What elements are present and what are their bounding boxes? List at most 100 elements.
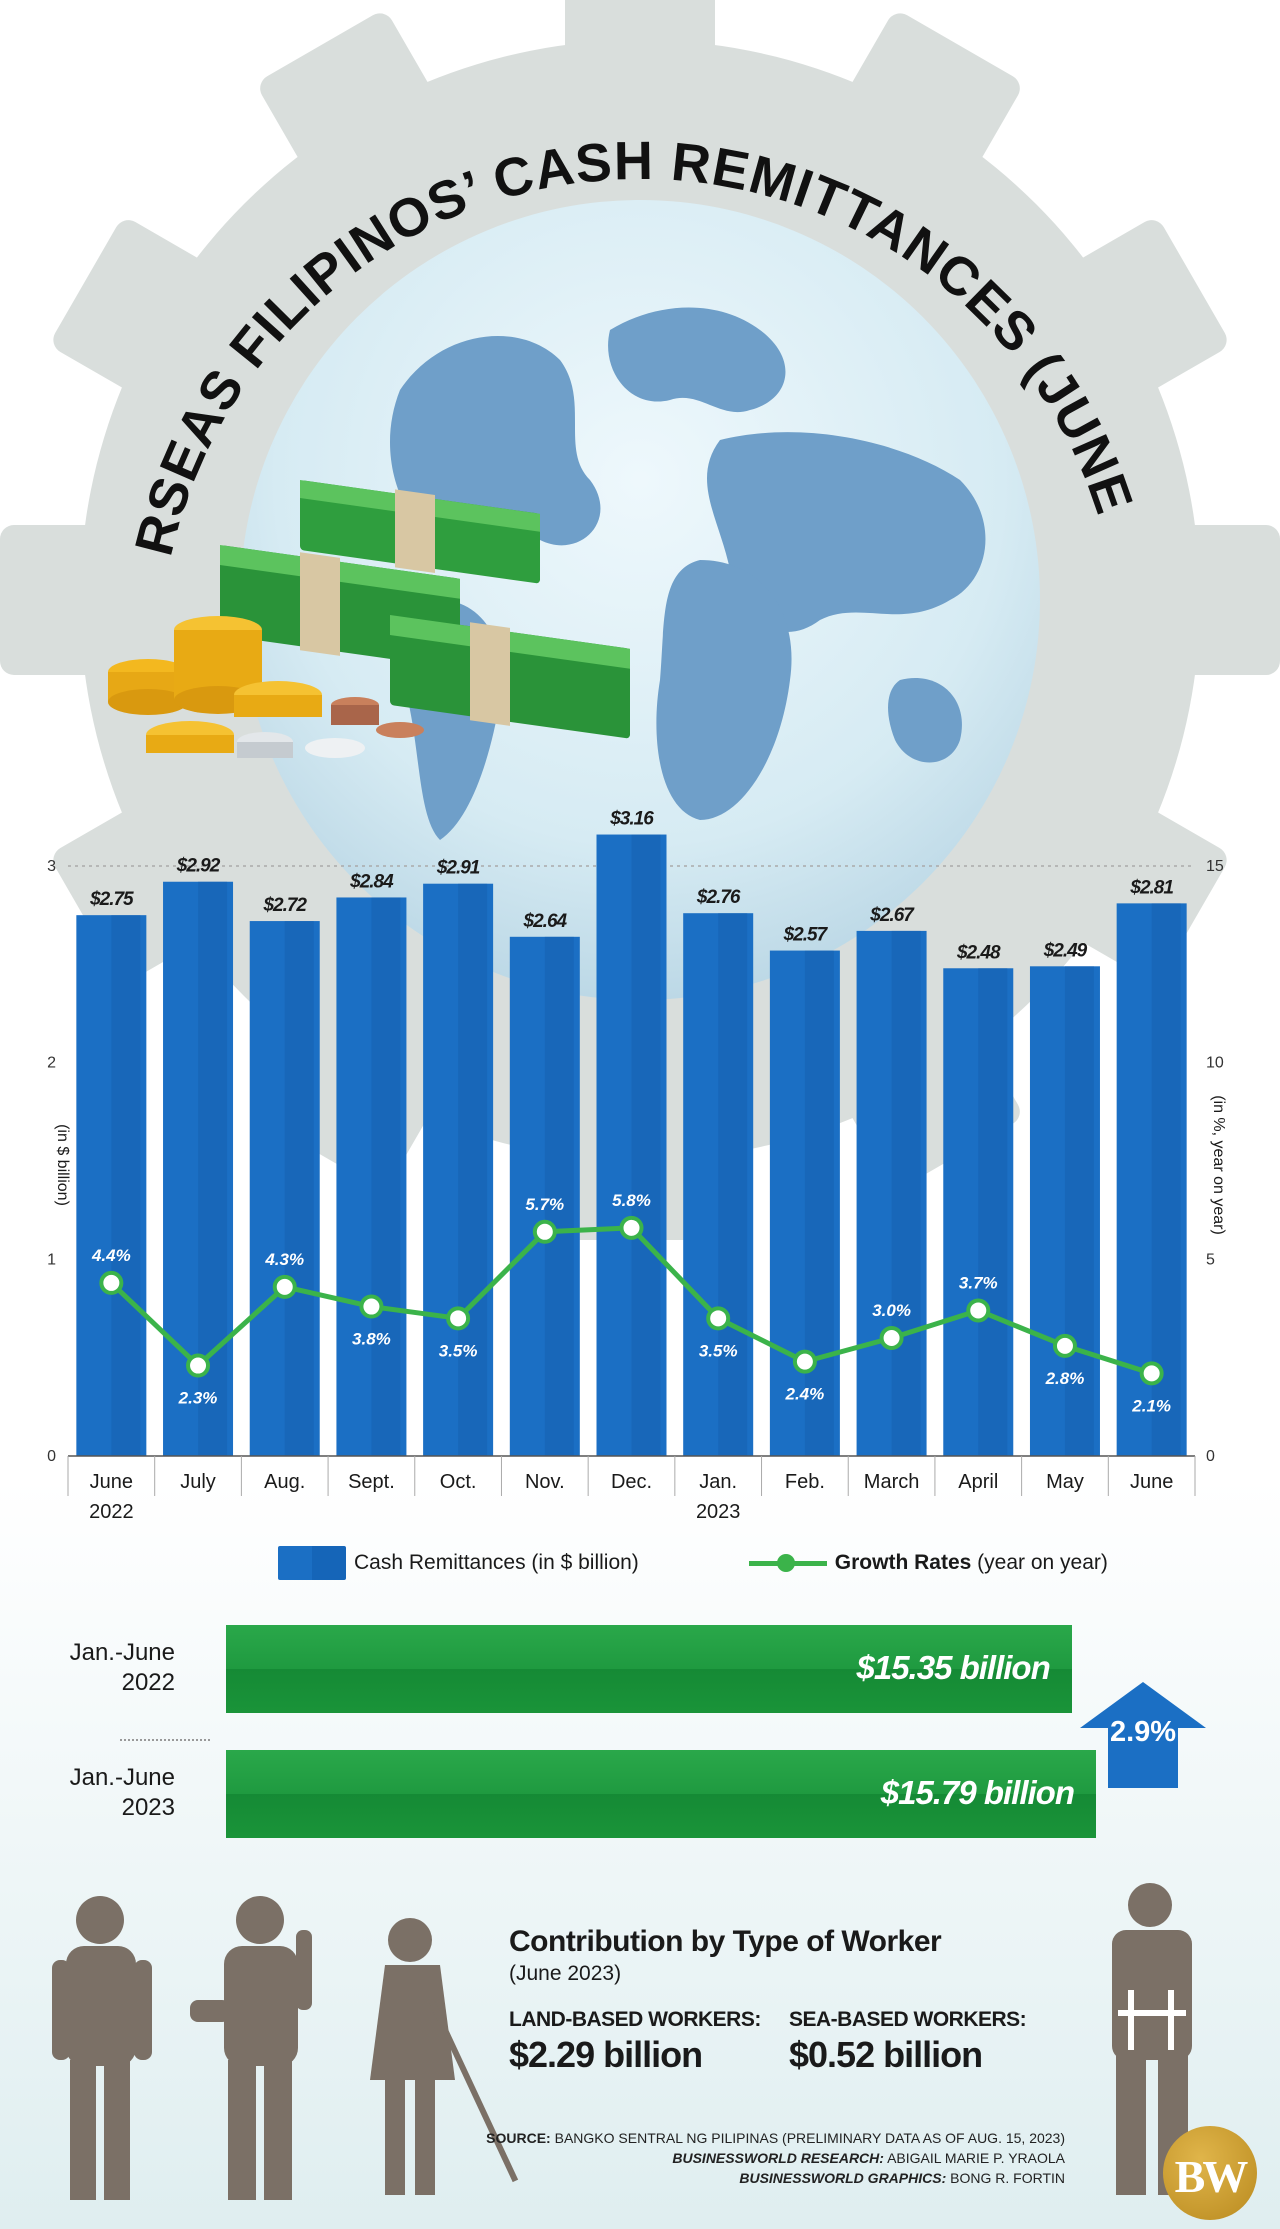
contribution-subtitle: (June 2023)	[509, 1962, 622, 1985]
comparison-value: $15.35 billion	[856, 1649, 1051, 1686]
growth-point	[706, 1306, 731, 1331]
bar-value-label: $2.57	[783, 925, 829, 946]
bar-value-label: $2.75	[89, 889, 134, 910]
y-axis-title: (in $ billion)	[54, 1124, 71, 1206]
bar-shade	[284, 921, 314, 1456]
x-tick-label: Dec.	[611, 1471, 652, 1493]
growth-label: 3.5%	[699, 1341, 738, 1360]
legend-bar-swatch	[278, 1546, 346, 1580]
bar-shade	[1064, 966, 1094, 1456]
x-tick-label: July	[180, 1471, 216, 1493]
comparison-row-2022: Jan.-June 2022 $15.35 billion	[40, 1625, 1240, 1725]
legend-bar-label: Cash Remittances (in $ billion)	[354, 1551, 639, 1574]
growth-label: 2.1%	[1131, 1396, 1171, 1415]
bar-shade	[978, 968, 1008, 1456]
bar-shade	[718, 913, 748, 1456]
contribution-title: Contribution by Type of Worker	[509, 1925, 942, 1958]
contribution-section: Contribution by Type of Worker (June 202…	[509, 1925, 1069, 2076]
bar-value-label: $2.84	[349, 871, 394, 892]
land-based-block: LAND-BASED WORKERS: $2.29 billion	[509, 2008, 789, 2076]
chart-legend: Cash Remittances (in $ billion) Growth R…	[278, 1545, 1108, 1581]
x-tick-label: April	[958, 1471, 998, 1493]
sea-based-title: SEA-BASED WORKERS:	[789, 2008, 1027, 2031]
chart-title: OVERSEAS FILIPINOS’ CASH REMITTANCES (JU…	[0, 0, 1149, 561]
credits: SOURCE: BANGKO SENTRAL NG PILIPINAS (PRE…	[486, 2128, 1065, 2188]
sea-based-block: SEA-BASED WORKERS: $0.52 billion	[789, 2008, 1069, 2076]
y-tick-label: 3	[47, 858, 56, 875]
coin-stack-icon	[108, 616, 424, 758]
bar-shade	[544, 936, 574, 1456]
gear-tooth	[1066, 805, 1227, 980]
x-tick-label: Feb.	[785, 1471, 825, 1493]
legend-line-label: Growth Rates (year on year)	[834, 1551, 1108, 1574]
growth-point	[619, 1215, 644, 1240]
bar-shade	[111, 915, 141, 1456]
growth-label: 3.7%	[959, 1273, 998, 1292]
gear-tooth	[0, 525, 110, 675]
growth-label: 4.3%	[264, 1250, 304, 1269]
bar-value-label: $2.67	[869, 905, 915, 926]
bar-value-label: $2.76	[696, 887, 741, 908]
bar-shade	[631, 834, 661, 1456]
x-tick-label: May	[1046, 1471, 1084, 1493]
x-tick-label: Aug.	[264, 1471, 305, 1493]
y2-axis-title: (in %, year on year)	[1210, 1095, 1227, 1235]
bar-value-label: $2.91	[436, 858, 480, 879]
x-tick-label: June	[90, 1471, 133, 1493]
x-tick-label: Nov.	[525, 1471, 565, 1493]
comparison-value: $15.79 billion	[880, 1774, 1075, 1811]
bar-value-label: $2.49	[1043, 940, 1088, 961]
comparison-label: Jan.-June 2022	[69, 1639, 175, 1696]
growth-label: 5.8%	[612, 1191, 651, 1210]
comparison-divider	[120, 1739, 210, 1741]
bar-shade	[371, 897, 401, 1456]
x-tick-label: Sept.	[348, 1471, 395, 1493]
growth-label: 3.8%	[352, 1330, 391, 1349]
growth-point	[966, 1298, 991, 1323]
growth-point	[186, 1353, 211, 1378]
bar-value-label: $2.64	[523, 911, 568, 932]
comparison-label: Jan.-June 2023	[69, 1764, 175, 1821]
comparison-row-2023: Jan.-June 2023 $15.79 billion	[40, 1750, 1240, 1850]
bar-value-label: $3.16	[609, 809, 654, 830]
growth-point	[792, 1349, 817, 1374]
y2-tick-label: 10	[1206, 1055, 1224, 1072]
growth-label: 3.5%	[439, 1341, 478, 1360]
growth-point	[446, 1306, 471, 1331]
gear-tooth	[565, 0, 715, 70]
arrow-up-icon	[1080, 1682, 1206, 1788]
growth-point	[272, 1274, 297, 1299]
gear-tooth	[53, 220, 214, 395]
growth-point	[99, 1270, 124, 1295]
x-tick-label: June	[1130, 1471, 1173, 1493]
x-tick-label: Jan.	[699, 1471, 737, 1493]
gear-tooth	[1066, 220, 1227, 395]
research-line: BUSINESSWORLD RESEARCH: ABIGAIL MARIE P.…	[672, 2150, 1065, 2166]
x-tick-label: 2022	[89, 1501, 134, 1523]
graphics-line: BUSINESSWORLD GRAPHICS: BONG R. FORTIN	[739, 2170, 1065, 2186]
growth-point	[359, 1294, 384, 1319]
growth-label: 2.4%	[785, 1385, 825, 1404]
gear-tooth	[260, 13, 435, 174]
y-tick-label: 0	[47, 1448, 56, 1465]
x-tick-label: Oct.	[440, 1471, 477, 1493]
bar-shade	[891, 930, 921, 1456]
land-based-value: $2.29 billion	[509, 2034, 703, 2075]
worker-silhouette-icon	[52, 1883, 1192, 2200]
bar-value-label: $2.92	[176, 856, 221, 877]
y-tick-label: 2	[47, 1055, 56, 1072]
growth-label: 3.0%	[872, 1301, 911, 1320]
gear-tooth	[845, 13, 1020, 174]
y2-tick-label: 5	[1206, 1251, 1215, 1268]
growth-point	[1052, 1333, 1077, 1358]
growth-point	[532, 1219, 557, 1244]
growth-label: 5.7%	[525, 1195, 564, 1214]
growth-label: 2.3%	[178, 1389, 218, 1408]
globe-icon	[240, 200, 1040, 1000]
comparison-bar: $15.35 billion	[226, 1625, 1072, 1713]
gear-tooth	[1170, 525, 1280, 675]
bar-value-label: $2.48	[956, 942, 1001, 963]
land-based-title: LAND-BASED WORKERS:	[509, 2008, 761, 2031]
money-stack-icon	[220, 480, 630, 739]
bar-value-label: $2.72	[262, 895, 307, 916]
